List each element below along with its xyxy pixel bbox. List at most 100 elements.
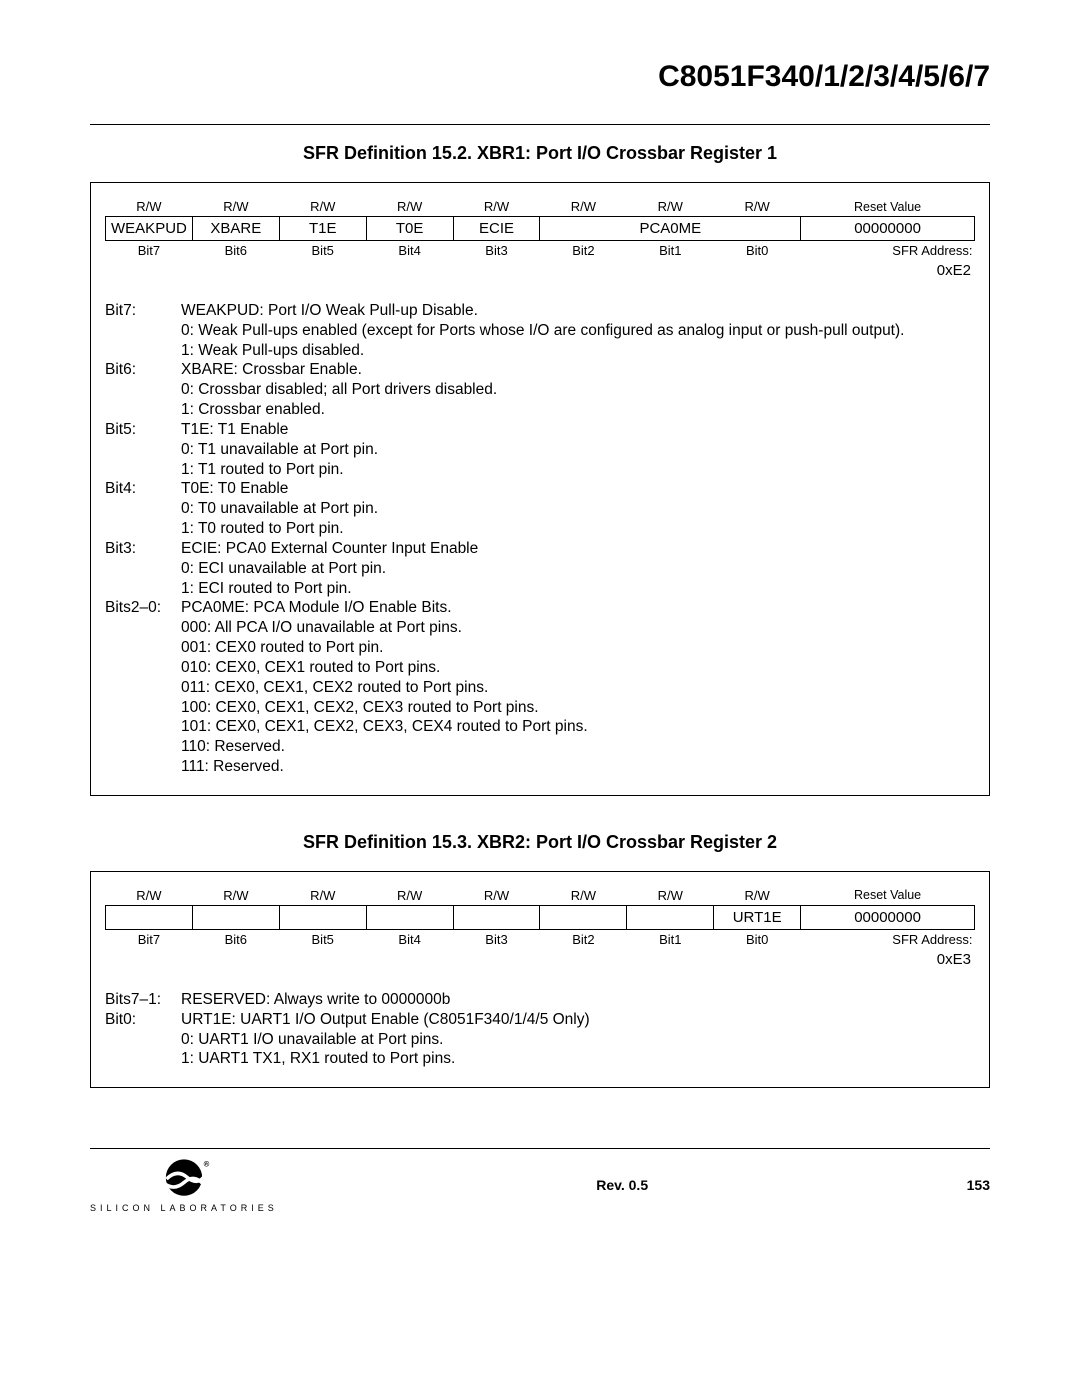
bit-label: Bit0: <box>105 1010 181 1030</box>
bit-description-block: Bit7:WEAKPUD: Port I/O Weak Pull-up Disa… <box>105 301 975 777</box>
bitname-cell <box>279 905 366 929</box>
bit-label: Bit5: <box>105 420 181 440</box>
rw-cell: R/W <box>540 197 627 217</box>
bitname-cell <box>192 905 279 929</box>
rw-cell: R/W <box>106 197 193 217</box>
sfr-box-xbr2: R/W R/W R/W R/W R/W R/W R/W R/W Reset Va… <box>90 871 990 1088</box>
bitnum-cell: Bit5 <box>279 929 366 949</box>
bit-desc-line: 0: UART1 I/O unavailable at Port pins. <box>181 1030 975 1050</box>
rw-cell: R/W <box>714 886 801 906</box>
bit-table-xbr1: R/W R/W R/W R/W R/W R/W R/W R/W Reset Va… <box>105 197 975 260</box>
bitnum-cell: Bit0 <box>714 929 801 949</box>
bitname-cell <box>453 905 540 929</box>
sfr-box-xbr1: R/W R/W R/W R/W R/W R/W R/W R/W Reset Va… <box>90 182 990 796</box>
bitnum-cell: Bit3 <box>453 241 540 261</box>
bit-description-block: Bits7–1:RESERVED: Always write to 000000… <box>105 990 975 1069</box>
svg-text:®: ® <box>203 1160 209 1169</box>
bitname-cell: PCA0ME <box>540 217 801 241</box>
section2-heading: SFR Definition 15.3. XBR2: Port I/O Cros… <box>90 832 990 853</box>
bit-desc-line: 0: Weak Pull-ups enabled (except for Por… <box>181 321 975 341</box>
bitname-cell: ECIE <box>453 217 540 241</box>
bit-desc-line: 000: All PCA I/O unavailable at Port pin… <box>181 618 975 638</box>
rw-cell: R/W <box>627 197 714 217</box>
bit-desc-line: 1: UART1 TX1, RX1 routed to Port pins. <box>181 1049 975 1069</box>
bitnum-cell: Bit4 <box>366 241 453 261</box>
rw-cell: R/W <box>540 886 627 906</box>
rw-cell: R/W <box>366 197 453 217</box>
bit-desc-line: 1: T1 routed to Port pin. <box>181 460 975 480</box>
rw-cell: R/W <box>192 886 279 906</box>
bit-label: Bit3: <box>105 539 181 559</box>
bitnum-cell: Bit6 <box>192 241 279 261</box>
bit-desc-line: 111: Reserved. <box>181 757 975 777</box>
bit-desc-line: ECIE: PCA0 External Counter Input Enable <box>181 539 975 559</box>
bitname-cell <box>540 905 627 929</box>
bitname-cell <box>366 905 453 929</box>
sfr-address-value: 0xE2 <box>105 262 975 279</box>
revision-label: Rev. 0.5 <box>596 1177 648 1193</box>
bitname-cell: WEAKPUD <box>106 217 193 241</box>
bit-label: Bits2–0: <box>105 598 181 618</box>
bit-desc-line: 0: T0 unavailable at Port pin. <box>181 499 975 519</box>
bitname-cell <box>106 905 193 929</box>
rw-cell: R/W <box>453 197 540 217</box>
logo-icon: ® <box>149 1157 219 1201</box>
bitnum-cell: Bit2 <box>540 241 627 261</box>
bitnum-cell: Bit3 <box>453 929 540 949</box>
bitname-cell: T1E <box>279 217 366 241</box>
bit-desc-line: 101: CEX0, CEX1, CEX2, CEX3, CEX4 routed… <box>181 717 975 737</box>
bit-label: Bits7–1: <box>105 990 181 1010</box>
bitnum-cell: Bit7 <box>106 241 193 261</box>
bitnum-cell: Bit7 <box>106 929 193 949</box>
bitnum-cell: Bit0 <box>714 241 801 261</box>
bit-desc-line: 010: CEX0, CEX1 routed to Port pins. <box>181 658 975 678</box>
bit-desc-line: T1E: T1 Enable <box>181 420 975 440</box>
rw-cell: R/W <box>279 886 366 906</box>
bit-desc-line: 1: ECI routed to Port pin. <box>181 579 975 599</box>
sfr-address-label: SFR Address: <box>801 929 975 949</box>
bitname-cell: URT1E <box>714 905 801 929</box>
section1-heading: SFR Definition 15.2. XBR1: Port I/O Cros… <box>90 143 990 164</box>
bit-desc-line: 1: Weak Pull-ups disabled. <box>181 341 975 361</box>
bit-desc-line: T0E: T0 Enable <box>181 479 975 499</box>
document-title: C8051F340/1/2/3/4/5/6/7 <box>90 60 990 94</box>
sfr-address-label: SFR Address: <box>801 241 975 261</box>
bit-label: Bit7: <box>105 301 181 321</box>
footer-rule <box>90 1148 990 1149</box>
bit-desc-line: 001: CEX0 routed to Port pin. <box>181 638 975 658</box>
bit-table-xbr2: R/W R/W R/W R/W R/W R/W R/W R/W Reset Va… <box>105 886 975 949</box>
bitnum-cell: Bit1 <box>627 241 714 261</box>
bit-desc-line: 110: Reserved. <box>181 737 975 757</box>
rw-cell: R/W <box>714 197 801 217</box>
logo-text: SILICON LABORATORIES <box>90 1203 278 1213</box>
page-number: 153 <box>967 1177 990 1193</box>
header-rule <box>90 124 990 125</box>
bit-label: Bit4: <box>105 479 181 499</box>
silicon-labs-logo: ® SILICON LABORATORIES <box>90 1157 278 1213</box>
bit-desc-line: 1: T0 routed to Port pin. <box>181 519 975 539</box>
reset-label: Reset Value <box>801 886 975 906</box>
reset-value: 00000000 <box>801 217 975 241</box>
bitnum-cell: Bit5 <box>279 241 366 261</box>
reset-label: Reset Value <box>801 197 975 217</box>
rw-cell: R/W <box>279 197 366 217</box>
bit-desc-line: RESERVED: Always write to 0000000b <box>181 990 975 1010</box>
bitname-cell: XBARE <box>192 217 279 241</box>
rw-cell: R/W <box>627 886 714 906</box>
sfr-address-value: 0xE3 <box>105 951 975 968</box>
rw-cell: R/W <box>192 197 279 217</box>
page-footer: ® SILICON LABORATORIES Rev. 0.5 153 <box>90 1148 990 1213</box>
bit-desc-line: 011: CEX0, CEX1, CEX2 routed to Port pin… <box>181 678 975 698</box>
bit-desc-line: 0: T1 unavailable at Port pin. <box>181 440 975 460</box>
rw-cell: R/W <box>366 886 453 906</box>
bit-desc-line: 100: CEX0, CEX1, CEX2, CEX3 routed to Po… <box>181 698 975 718</box>
rw-cell: R/W <box>106 886 193 906</box>
bitnum-cell: Bit4 <box>366 929 453 949</box>
bit-desc-line: 1: Crossbar enabled. <box>181 400 975 420</box>
bitnum-cell: Bit6 <box>192 929 279 949</box>
bit-desc-line: 0: ECI unavailable at Port pin. <box>181 559 975 579</box>
bitname-cell: T0E <box>366 217 453 241</box>
bit-desc-line: XBARE: Crossbar Enable. <box>181 360 975 380</box>
rw-cell: R/W <box>453 886 540 906</box>
bitnum-cell: Bit2 <box>540 929 627 949</box>
